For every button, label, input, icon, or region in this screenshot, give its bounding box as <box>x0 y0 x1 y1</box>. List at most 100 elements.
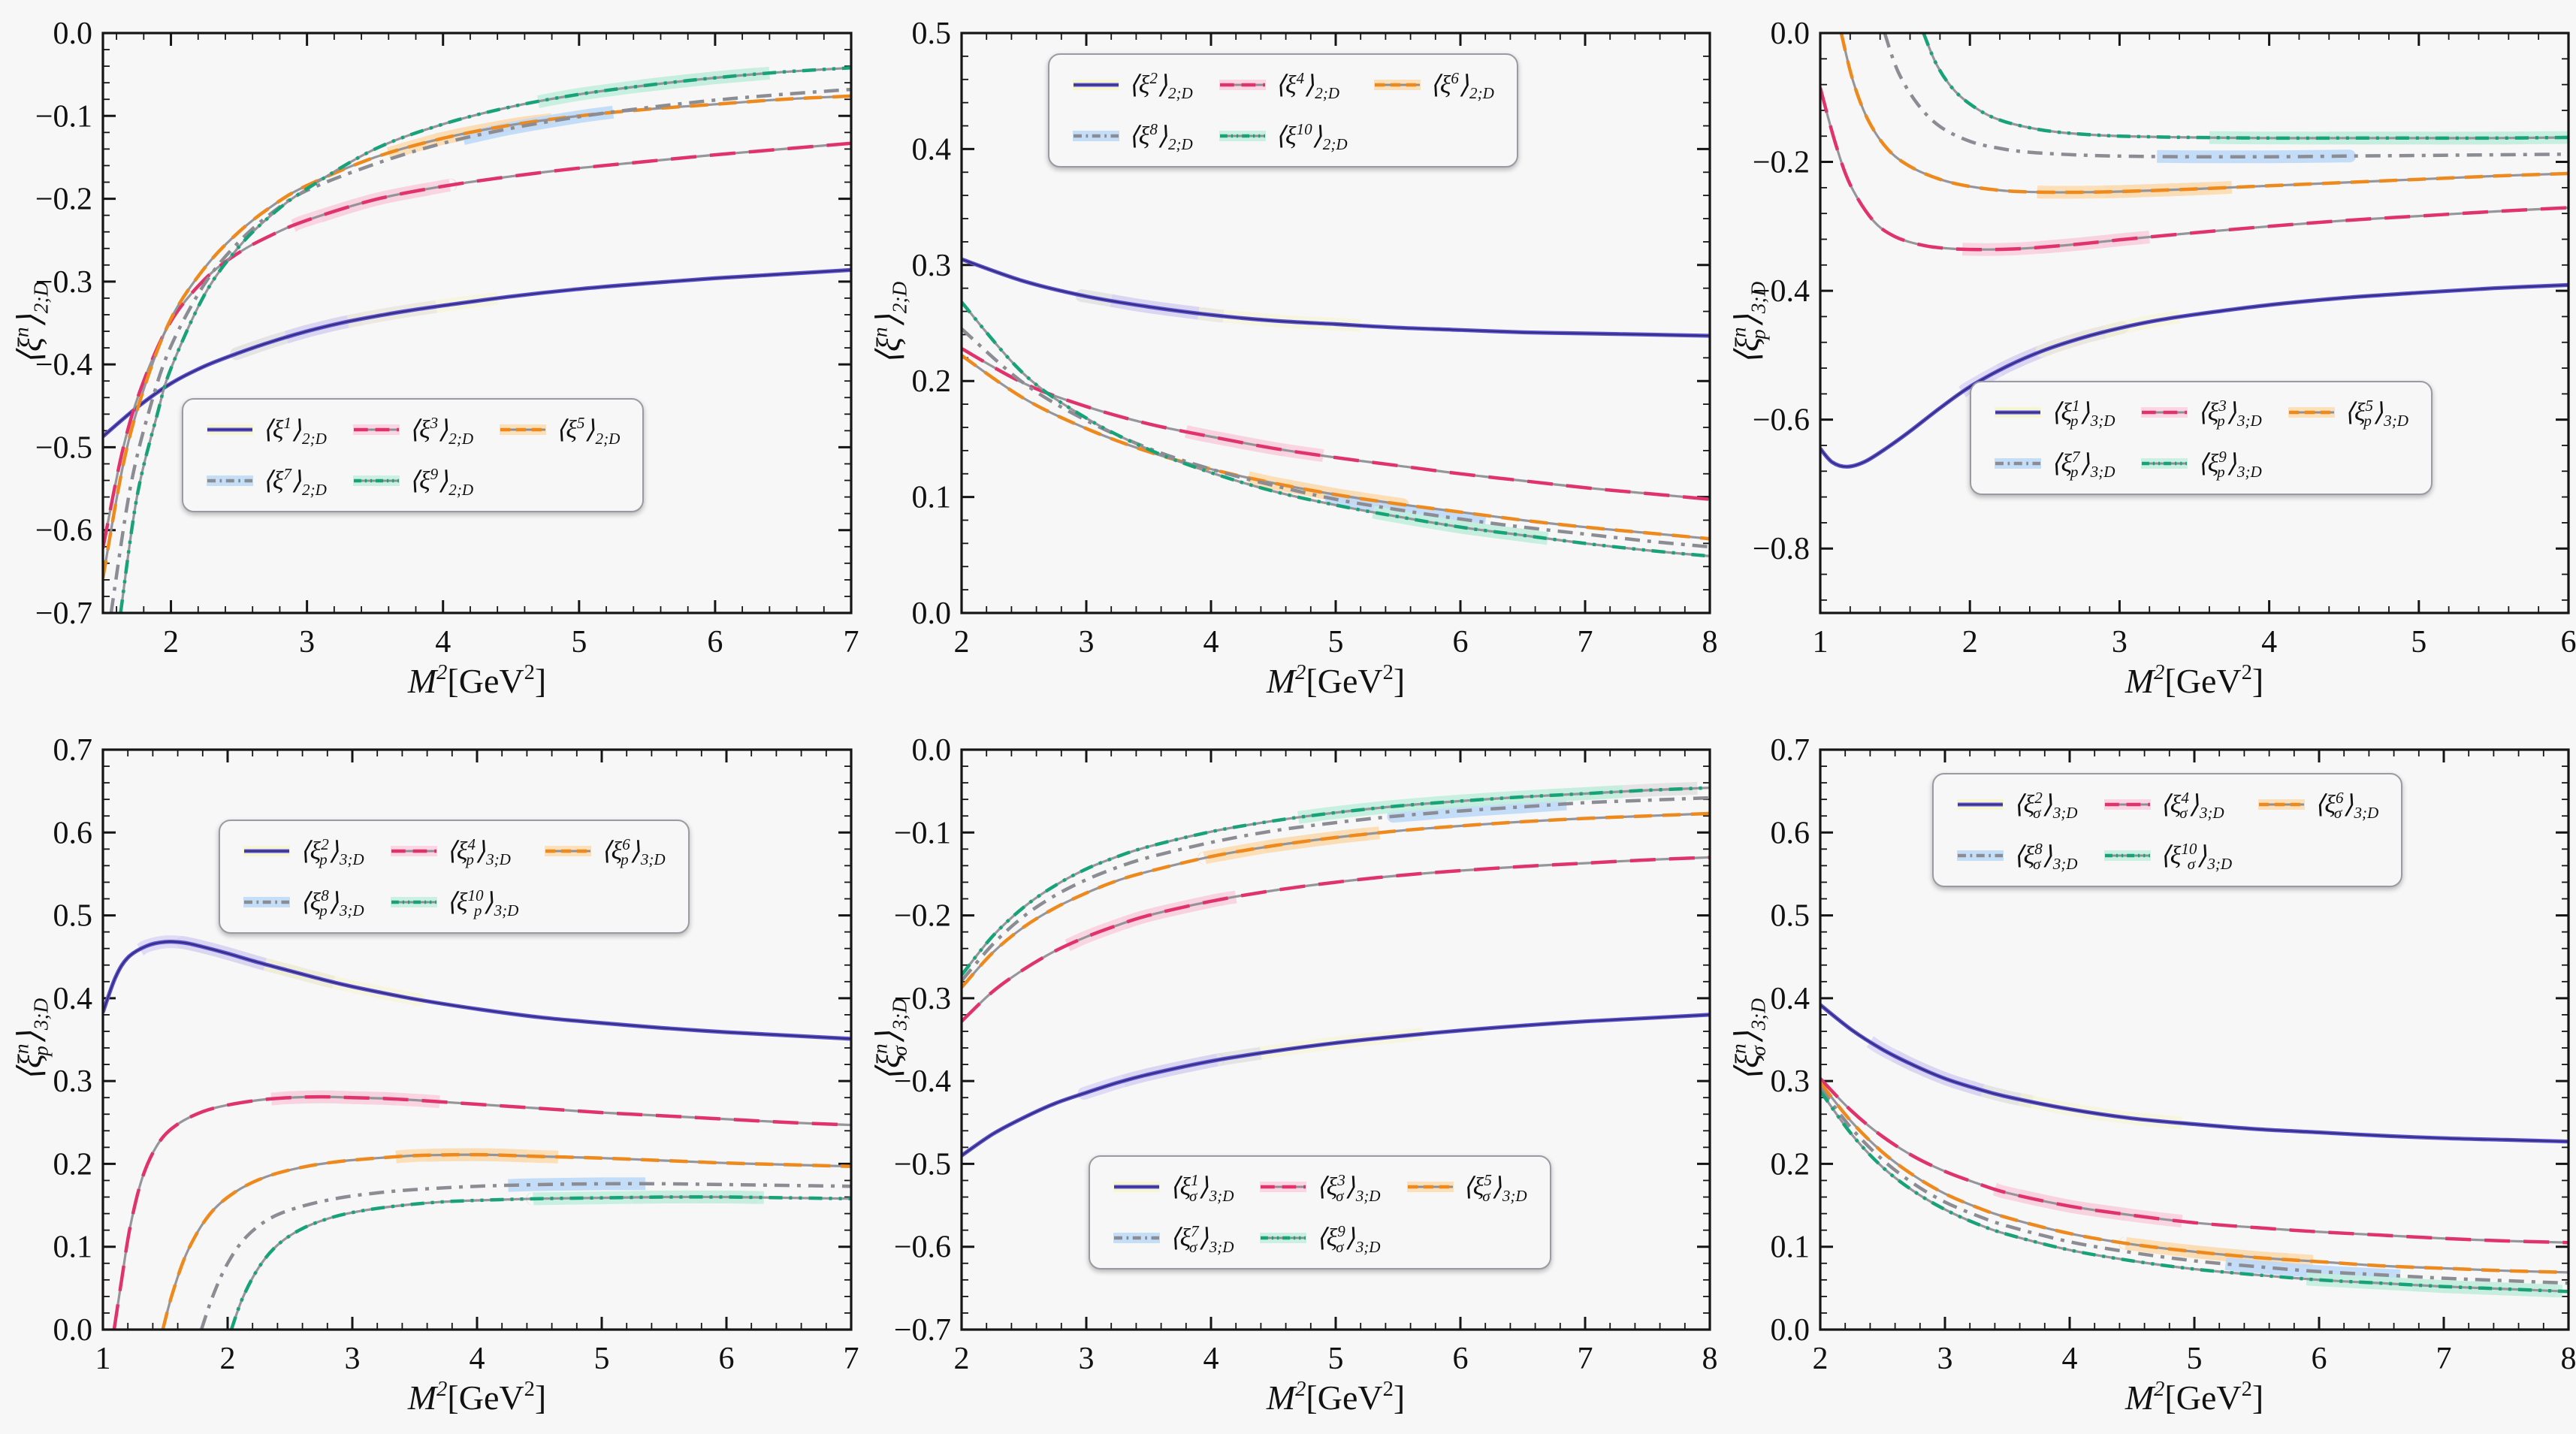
x-unit: [GeV2] <box>1306 1378 1406 1417</box>
legend-label-xis8_3D: ⟨ξ8σ⟩3;D <box>2013 839 2078 874</box>
moment-subscript: p <box>2363 412 2372 430</box>
group-subscript: 2;D <box>1322 135 1348 154</box>
y-tick-label: 0.4 <box>912 132 952 167</box>
legend-item-xi3_2D: ⟨ξ3⟩2;D <box>352 414 473 448</box>
moment-superscript: 4 <box>1296 68 1305 87</box>
x-tick-label: 2 <box>220 1342 236 1376</box>
group-subscript: 3;D <box>2207 855 2233 874</box>
moment-superscript: 3 <box>430 414 439 433</box>
legend-label-xip3_3D: ⟨ξ3p⟩3;D <box>2197 397 2262 430</box>
curve-alt-xis4_3D <box>1820 1077 2568 1244</box>
x-tick-label: 5 <box>594 1342 610 1376</box>
legend-item-xis3_3D: ⟨ξ3σ⟩3;D <box>1259 1171 1381 1205</box>
x-axis-math: M2[GeV2] <box>1266 1378 1406 1417</box>
x-tick-label: 4 <box>470 1342 485 1376</box>
legend-label-xis2_3D: ⟨ξ2σ⟩3;D <box>2013 788 2078 823</box>
curve-xis8_3D <box>1820 1086 2568 1285</box>
y-tick-label: 0.1 <box>53 1230 93 1265</box>
x-tick-label: 2 <box>954 1342 970 1376</box>
legend-key-xip7_3D <box>1995 458 2042 469</box>
x-exponent: 2 <box>1295 661 1306 685</box>
x-tick-label: 7 <box>1578 1342 1593 1376</box>
moment-superscript: 3 <box>2218 397 2227 415</box>
x-tick-label: 3 <box>1079 625 1095 660</box>
panel-5: 2 3 4 5 6 7 8 0.0 −0.1 −0.2 −0.3 −0.4 −0.5 −0.6 −0.7 ⟨ξ… <box>859 717 1717 1434</box>
legend-key-xip5_3D <box>2288 407 2335 418</box>
x-tick-label: 7 <box>1578 625 1593 660</box>
plot-frame <box>1819 32 2570 614</box>
y-axis-math: ⟨ξnp⟩3;D <box>10 998 53 1082</box>
group-subscript: 3;D <box>1502 1186 1527 1205</box>
moment-subscript: σ <box>1747 1046 1770 1056</box>
x-tick-label: 5 <box>571 625 587 660</box>
legend-box: ⟨ξ2⟩2;D ⟨ξ4⟩2;D ⟨ξ6⟩2;D ⟨ξ8⟩2;D ⟨ξ10⟩2;D <box>1047 53 1518 168</box>
panel-2: 2 3 4 5 6 7 8 0.0 0.1 0.2 0.3 0.4 0.5 ⟨ξn⟩2;D M2[GeV2]… <box>859 0 1717 717</box>
legend-box: ⟨ξ1⟩2;D ⟨ξ3⟩2;D ⟨ξ5⟩2;D ⟨ξ7⟩2;D ⟨ξ9⟩2;D <box>181 398 645 513</box>
group-subscript: 3;D <box>2236 412 2262 430</box>
legend-item-xis7_3D: ⟨ξ7σ⟩3;D <box>1113 1222 1234 1256</box>
curve-xis6_3D <box>1820 1081 2568 1275</box>
moment-subscript: σ <box>2187 855 2196 874</box>
plot-frame <box>1819 748 2570 1331</box>
legend-key-xis6_3D <box>2258 799 2306 810</box>
legend-item-xip8_3D: ⟨ξ8p⟩3;D <box>243 886 364 919</box>
y-axis-label: ⟨ξnσ⟩3;D <box>869 998 911 1081</box>
moment-superscript: 4 <box>2181 788 2189 807</box>
plot-area <box>962 781 1710 1158</box>
legend-key-xis7_3D <box>1113 1233 1161 1244</box>
x-unit: [GeV2] <box>2164 661 2264 700</box>
moment-superscript: 8 <box>1149 119 1158 138</box>
x-unit: [GeV2] <box>447 661 547 700</box>
panel-4: 1 2 3 4 5 6 7 0.0 0.1 0.2 0.3 0.4 0.5 0.6 0.7 ⟨ξnp⟩3;D M… <box>0 717 859 1434</box>
y-axis-math: ⟨ξn⟩2;D <box>868 281 911 365</box>
legend-key-xip6_3D <box>545 845 592 856</box>
x-tick-label: 5 <box>2187 1342 2203 1376</box>
x-tick-label: 5 <box>1328 1342 1344 1376</box>
x-tick-label: 2 <box>163 625 179 660</box>
moment-superscript: 9 <box>430 465 439 484</box>
unit-exponent: 2 <box>2241 1378 2252 1402</box>
moment-superscript: 9 <box>1337 1222 1345 1241</box>
moment-superscript: 3 <box>1337 1171 1345 1190</box>
y-axis-math: ⟨ξnp⟩3;D <box>1727 281 1770 365</box>
legend-key-xip1_3D <box>1995 407 2042 418</box>
moment-subscript: σ <box>1336 1186 1344 1205</box>
plot-area <box>962 257 1710 558</box>
group-subscript: 3;D <box>888 998 911 1031</box>
curve-xip4_3D <box>112 1094 851 1330</box>
curve-xip10_3D <box>229 1195 851 1330</box>
legend-item-xis9_3D: ⟨ξ9σ⟩3;D <box>1259 1222 1381 1256</box>
legend-key-xi7_2D <box>206 475 253 487</box>
x-tick-label: 6 <box>1453 625 1469 660</box>
legend-key-xis3_3D <box>1260 1182 1307 1193</box>
moment-superscript: 6 <box>1451 68 1459 87</box>
y-tick-label: 0.2 <box>912 364 952 399</box>
legend-label-xi8_2D: ⟨ξ8⟩2;D <box>1128 119 1193 154</box>
group-subscript: 2;D <box>1469 84 1494 103</box>
legend-label-xi7_2D: ⟨ξ7⟩2;D <box>262 465 327 499</box>
tick-labels: 1 2 3 4 5 6 0.0 −0.2 −0.4 −0.6 −0.8 <box>1753 17 2576 660</box>
legend-label-xi5_2D: ⟨ξ5⟩2;D <box>556 414 621 448</box>
legend-label-xip9_3D: ⟨ξ9p⟩3;D <box>2197 448 2262 482</box>
group-subscript: 2;D <box>1315 84 1340 103</box>
y-tick-label: −0.2 <box>1753 146 1810 180</box>
y-tick-label: 0.5 <box>1771 899 1810 934</box>
legend-label-xip6_3D: ⟨ξ6p⟩3;D <box>601 835 666 868</box>
y-tick-label: −0.4 <box>35 348 92 382</box>
group-subscript: 3;D <box>339 850 364 868</box>
plot-frame <box>960 748 1711 1331</box>
group-subscript: 3;D <box>2090 463 2115 482</box>
legend-label-xi6_2D: ⟨ξ6⟩2;D <box>1430 68 1494 103</box>
axis-ticks <box>1819 32 2570 613</box>
legend-key-xis10_3D <box>2103 850 2151 861</box>
curve-xis4_3D <box>1820 1077 2568 1245</box>
legend-item-xi6_2D: ⟨ξ6⟩2;D <box>1373 68 1494 103</box>
legend-label-xis7_3D: ⟨ξ7σ⟩3;D <box>1170 1222 1234 1256</box>
moment-superscript: 9 <box>2218 448 2227 466</box>
moment-superscript: n <box>10 327 33 338</box>
legend-key-xip3_3D <box>2141 407 2188 418</box>
unit-exponent: 2 <box>2241 661 2252 685</box>
y-tick-label: −0.7 <box>35 596 92 631</box>
plot-svg: 2 3 4 5 6 7 8 0.0 0.1 0.2 0.3 0.4 0.5 0.6 0.7 <box>1771 733 2576 1376</box>
group-subscript: 2;D <box>1168 135 1193 154</box>
